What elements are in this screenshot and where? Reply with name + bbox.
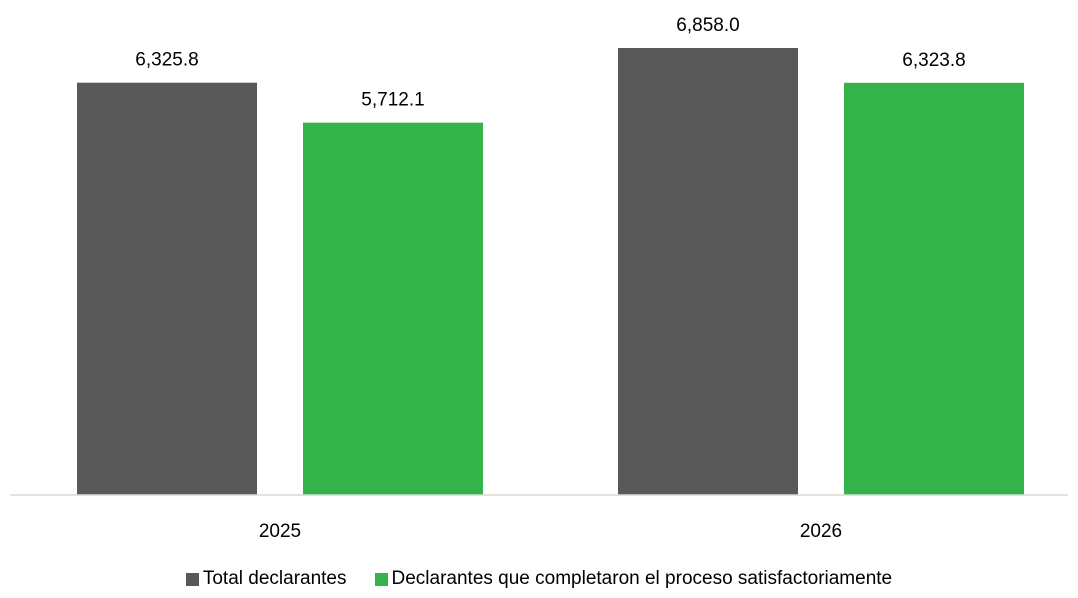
x-tick-label-2025: 2025 bbox=[259, 521, 301, 542]
legend-swatch-completed bbox=[374, 572, 388, 586]
bar-2026-series-1 bbox=[844, 82, 1024, 495]
legend-label-total: Total declarantes bbox=[202, 568, 347, 589]
x-tick-labels-group: 2025 2026 bbox=[259, 521, 842, 542]
bars-group bbox=[77, 48, 1024, 496]
legend-item-completed: Declarantes que completaron el proceso s… bbox=[374, 568, 893, 590]
data-labels-group: 6,325.8 5,712.1 6,858.0 6,323.8 bbox=[135, 15, 965, 111]
legend-item-total: Total declarantes bbox=[185, 568, 347, 590]
bar-2025-series-1 bbox=[303, 122, 483, 495]
bar-2026-series-0 bbox=[618, 48, 798, 495]
legend-swatch-total bbox=[185, 572, 199, 586]
data-label-2025-series-0: 6,325.8 bbox=[135, 50, 198, 71]
x-tick-label-2026: 2026 bbox=[800, 521, 842, 542]
data-label-2026-series-0: 6,858.0 bbox=[676, 15, 739, 36]
legend-label-completed: Declarantes que completaron el proceso s… bbox=[391, 568, 893, 589]
bar-2025-series-0 bbox=[77, 82, 257, 496]
data-label-2025-series-1: 5,712.1 bbox=[361, 90, 424, 111]
legend: Total declarantes Declarantes que comple… bbox=[0, 568, 1078, 590]
data-label-2026-series-1: 6,323.8 bbox=[902, 50, 965, 71]
